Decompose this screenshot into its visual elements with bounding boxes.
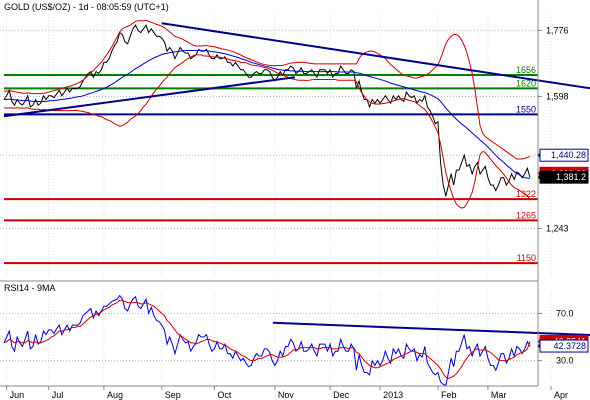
x-tick-label-4: Oct	[217, 390, 232, 400]
price-tick-label-0: 1,776	[546, 25, 569, 35]
rsi-tag-pointer-1	[538, 343, 540, 350]
price-tag-label-0: 1,440.28	[551, 150, 586, 160]
x-tick-label-6: Dec	[333, 390, 350, 400]
price-series	[3, 19, 531, 209]
price-tags: 1,440.281,391.631,381.246.254142.3728	[538, 148, 589, 353]
x-tick-label-5: Nov	[278, 390, 295, 400]
rsi-tag-label-1: 42.3728	[553, 341, 586, 351]
price-panel-title: GOLD (US$/OZ) - 1d - 08:05:59 (UTC+1)	[4, 2, 169, 12]
level-label-1265: 1265	[516, 210, 536, 220]
price-tick-label-1: 1,598	[546, 92, 569, 102]
series-bollinger-lower	[3, 54, 531, 209]
level-label-1150: 1150	[517, 253, 536, 263]
price-tag-label-2: 1,381.2	[556, 172, 586, 182]
series-rsi14	[3, 294, 531, 387]
series-9ma	[3, 299, 531, 379]
level-label-1550: 1550	[516, 104, 536, 114]
price-tag-pointer-0	[538, 152, 540, 159]
rsi-trendline-0	[272, 321, 590, 337]
x-tick-label-8: Feb	[441, 390, 457, 400]
x-tick-label-2: Aug	[107, 390, 123, 400]
price-y-axis: 1,776 1,598 1,243	[538, 25, 569, 234]
series-price	[3, 24, 531, 197]
price-trendlines	[3, 22, 590, 118]
x-tick-label-1: Jul	[52, 390, 64, 400]
x-tick-label-0: Jun	[10, 390, 25, 400]
rsi-tick-label-0: 70.0	[556, 308, 574, 318]
rsi-tick-label-1: 30.0	[556, 356, 574, 366]
price-tick-label-3: 1,243	[546, 224, 569, 234]
price-tag-pointer-2	[538, 174, 540, 181]
rsi-trendlines	[272, 321, 590, 337]
rsi-panel-title: RSI14 - 9MA	[4, 283, 56, 293]
x-tick-label-10: Apr	[554, 390, 568, 400]
series-bollinger-upper	[3, 19, 531, 160]
x-tick-label-9: Mar	[491, 390, 507, 400]
x-tick-label-7: 2013	[383, 390, 403, 400]
x-tick-label-3: Sep	[165, 390, 181, 400]
rsi-series	[3, 294, 531, 387]
series-moving-average	[4, 49, 531, 179]
price-trendline-0	[3, 76, 296, 118]
level-label-1620: 1620	[516, 78, 536, 88]
price-trendline-1	[161, 22, 590, 90]
rsi-y-axis: 70.0 30.0	[538, 308, 574, 366]
price-grid	[0, 14, 552, 278]
x-axis: JunJulAugSepOctNovDec2013FebMarAprMayJun	[6, 386, 568, 400]
level-label-1656: 1656	[516, 65, 536, 75]
